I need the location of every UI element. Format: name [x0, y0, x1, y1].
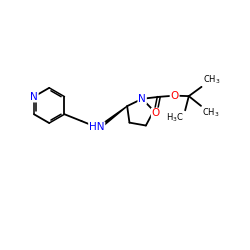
Text: O: O — [170, 91, 179, 101]
Text: N: N — [30, 92, 38, 102]
Text: O: O — [152, 108, 160, 118]
Polygon shape — [99, 106, 127, 128]
Text: HN: HN — [89, 122, 104, 132]
Text: H$_3$C: H$_3$C — [166, 111, 184, 124]
Text: N: N — [138, 94, 146, 104]
Text: CH$_3$: CH$_3$ — [202, 107, 220, 120]
Text: CH$_3$: CH$_3$ — [202, 73, 220, 86]
